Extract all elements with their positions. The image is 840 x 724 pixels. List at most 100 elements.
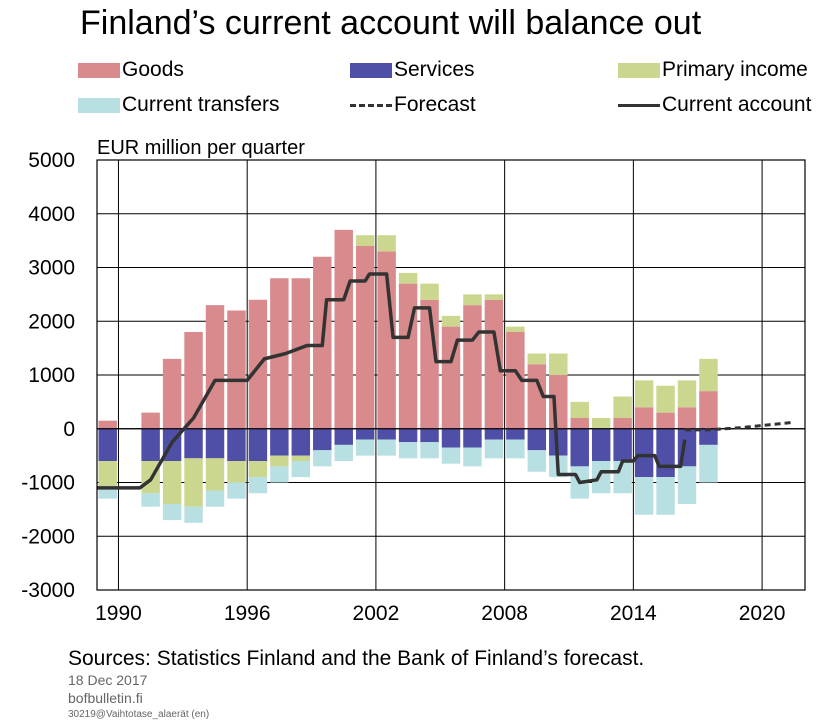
bar-goods [613, 418, 632, 429]
legend-item-forecast: Forecast [350, 93, 476, 117]
bar-current-transfers [227, 482, 246, 499]
x-tick-label: 2014 [610, 602, 657, 625]
bar-primary-income [441, 315, 461, 327]
bar-primary-income [98, 461, 117, 488]
legend-item-primary-income: Primary income [618, 58, 808, 82]
chart-code: 30219@Vaihtotase_alaerät (en) [68, 709, 210, 720]
bar-services [656, 428, 675, 478]
bar-goods [334, 229, 353, 429]
bar-services [334, 428, 353, 445]
bar-primary-income [184, 458, 203, 507]
legend-swatch-current-account [618, 103, 660, 107]
sources-note: Sources: Statistics Finland and the Bank… [68, 647, 645, 670]
bar-primary-income [677, 380, 697, 408]
bar-current-transfers [420, 442, 439, 459]
bar-services [527, 428, 547, 451]
legend-label-forecast: Forecast [394, 93, 476, 116]
bar-current-transfers [377, 439, 396, 456]
bar-primary-income [463, 294, 482, 306]
bar-goods [377, 251, 396, 429]
x-tick-label: 2008 [481, 602, 528, 625]
bar-primary-income [227, 461, 246, 483]
bar-primary-income [377, 235, 396, 252]
bar-goods [463, 305, 482, 429]
bar-services [484, 428, 504, 440]
bar-current-transfers [270, 466, 289, 483]
bar-primary-income [162, 461, 182, 504]
bar-current-transfers [205, 490, 225, 507]
bar-primary-income [248, 461, 268, 478]
bar-services [463, 428, 482, 448]
bar-goods [355, 246, 375, 429]
bar-current-transfers [141, 493, 160, 507]
bar-primary-income [291, 455, 311, 461]
bar-current-transfers [313, 450, 332, 467]
bar-services [355, 428, 375, 440]
bar-current-transfers [463, 447, 482, 467]
bar-current-transfers [98, 487, 117, 499]
y-tick-label: 5000 [28, 149, 75, 172]
legend-item-current-account: Current account [618, 93, 811, 117]
bar-services [441, 428, 461, 448]
legend-label-current-transfers: Current transfers [122, 93, 280, 116]
legend: Goods Services Primary income Current tr… [0, 0, 840, 130]
y-tick-label: 0 [63, 418, 75, 441]
bar-goods [98, 420, 117, 429]
publication-date: 18 Dec 2017 [68, 672, 148, 688]
bar-primary-income [398, 272, 418, 284]
bar-primary-income [484, 294, 504, 300]
y-tick-label: 4000 [28, 203, 75, 226]
bar-primary-income [549, 353, 568, 375]
x-tick-label: 1990 [95, 602, 142, 625]
bar-goods [205, 305, 225, 429]
bar-goods [398, 283, 418, 429]
bar-goods [227, 310, 246, 429]
bar-services [398, 428, 418, 443]
legend-item-current-transfers: Current transfers [78, 93, 280, 117]
bar-current-transfers [334, 444, 353, 461]
bar-primary-income [570, 401, 589, 418]
bar-goods [141, 412, 160, 429]
x-tick-label: 2002 [353, 602, 400, 625]
bar-primary-income [699, 358, 718, 392]
bar-goods [291, 278, 311, 429]
bar-primary-income [656, 385, 675, 413]
bar-services [313, 428, 332, 451]
bar-services [506, 428, 525, 440]
bar-goods [677, 407, 697, 429]
bar-goods [549, 375, 568, 429]
bar-services [98, 428, 117, 461]
x-tick-label: 1996 [224, 602, 271, 625]
bar-primary-income [634, 380, 654, 408]
bar-services [591, 428, 611, 461]
bar-services [634, 428, 654, 478]
y-tick-label: -2000 [21, 525, 75, 548]
bar-current-transfers [291, 461, 311, 478]
legend-swatch-services [350, 62, 392, 78]
bar-primary-income [270, 455, 289, 467]
site-name: bofbulletin.fi [68, 690, 143, 706]
chart-title: Finland’s current account will balance o… [80, 4, 702, 42]
y-tick-label: 1000 [28, 364, 75, 387]
bar-services [699, 428, 718, 445]
legend-label-goods: Goods [122, 58, 184, 81]
bar-current-transfers [506, 439, 525, 459]
bar-primary-income [506, 326, 525, 332]
bar-current-transfers [162, 504, 182, 521]
bar-services [141, 428, 160, 461]
y-axis-label: EUR million per quarter [97, 137, 305, 159]
bar-primary-income [527, 353, 547, 365]
bar-goods [656, 412, 675, 429]
legend-label-primary-income: Primary income [662, 58, 808, 81]
legend-item-services: Services [350, 58, 475, 82]
bar-primary-income [591, 418, 611, 429]
bar-current-transfers [398, 442, 418, 459]
bar-services [549, 428, 568, 456]
bar-services [205, 428, 225, 459]
bar-services [420, 428, 439, 443]
forecast-line [684, 420, 795, 432]
legend-label-current-account: Current account [662, 93, 812, 116]
bar-primary-income [355, 235, 375, 246]
bar-services [227, 428, 246, 461]
y-tick-label: -1000 [21, 472, 75, 495]
